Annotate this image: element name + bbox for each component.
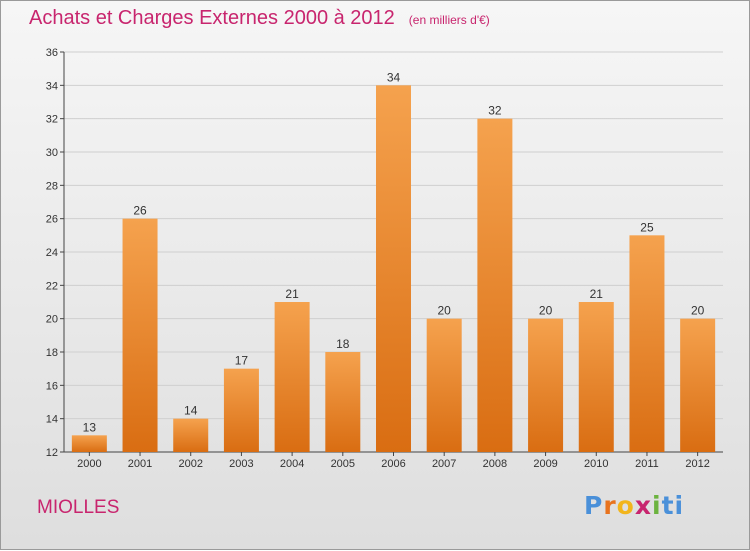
bar	[426, 318, 462, 452]
x-tick-label: 2008	[483, 458, 507, 470]
x-tick-label: 2001	[128, 458, 152, 470]
y-tick-label: 28	[46, 180, 58, 192]
chart-title: Achats et Charges Externes 2000 à 2012 (e…	[29, 7, 490, 30]
commune-name: MIOLLES	[37, 497, 120, 518]
bar	[629, 235, 665, 452]
data-label: 20	[539, 304, 553, 318]
x-tick-label: 2011	[635, 458, 659, 470]
logo-letter: x	[634, 491, 652, 520]
y-tick-label: 30	[46, 147, 58, 159]
bar	[274, 302, 310, 452]
title-text: Achats et Charges Externes 2000 à 2012	[29, 7, 395, 29]
bar	[578, 302, 614, 452]
data-label: 32	[488, 104, 502, 118]
data-label: 17	[235, 354, 249, 368]
x-tick-label: 2003	[229, 458, 253, 470]
y-tick-label: 32	[46, 114, 58, 126]
data-label: 26	[133, 204, 147, 218]
x-tick-label: 2005	[331, 458, 355, 470]
bar	[477, 118, 513, 453]
y-tick-label: 22	[46, 280, 58, 292]
logo-letter: r	[603, 491, 617, 520]
bar	[71, 435, 107, 452]
data-label: 13	[83, 420, 97, 434]
x-tick-label: 2004	[280, 458, 304, 470]
logo-letter: i	[652, 491, 662, 520]
bar	[173, 418, 209, 452]
x-tick-label: 2002	[178, 458, 202, 470]
data-label: 25	[640, 220, 654, 234]
y-tick-label: 26	[46, 214, 58, 226]
data-label: 34	[387, 70, 401, 84]
unit-label: (en milliers d'€)	[408, 13, 490, 27]
data-label: 14	[184, 404, 198, 418]
x-tick-label: 2000	[77, 458, 101, 470]
logo-letter: ti	[661, 491, 685, 520]
bar	[528, 318, 564, 452]
y-tick-label: 24	[46, 247, 58, 259]
data-label: 20	[438, 304, 452, 318]
x-tick-label: 2009	[533, 458, 557, 470]
y-tick-label: 34	[46, 80, 58, 92]
bar	[122, 218, 158, 452]
bar	[325, 352, 361, 452]
y-tick-label: 14	[46, 414, 58, 426]
y-tick-label: 16	[46, 380, 58, 392]
logo-letter: P	[584, 491, 604, 520]
data-label: 21	[285, 287, 299, 301]
data-label: 20	[691, 304, 705, 318]
x-tick-label: 2006	[381, 458, 405, 470]
y-tick-label: 20	[46, 314, 58, 326]
data-label: 18	[336, 337, 350, 351]
y-tick-label: 18	[46, 347, 58, 359]
bar	[680, 318, 716, 452]
x-tick-label: 2012	[685, 458, 709, 470]
y-tick-label: 36	[46, 47, 58, 59]
x-tick-label: 2010	[584, 458, 608, 470]
data-label: 21	[590, 287, 604, 301]
y-tick-label: 12	[46, 447, 58, 459]
x-tick-label: 2007	[432, 458, 456, 470]
bar	[376, 85, 411, 452]
proxiti-logo: Proxiti	[584, 491, 684, 520]
logo-letter: o	[616, 491, 635, 520]
bar	[223, 368, 259, 452]
